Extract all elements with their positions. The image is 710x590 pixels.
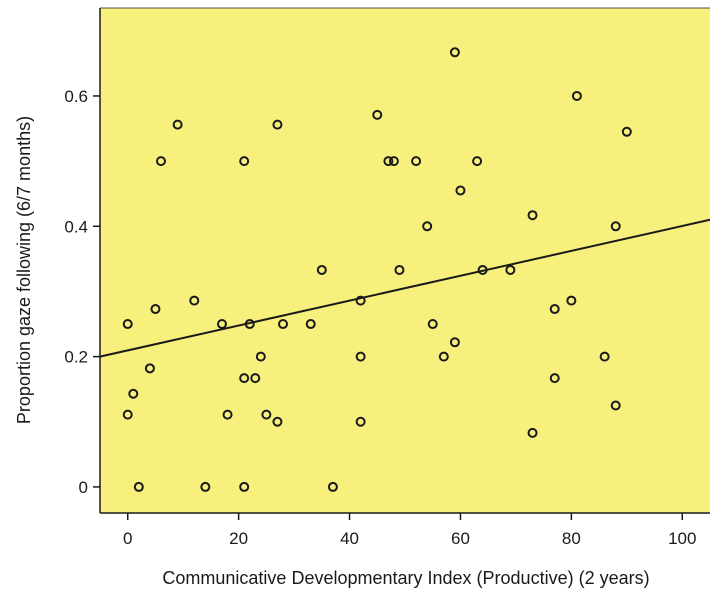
data-point [571,90,582,101]
data-point [122,319,133,330]
data-point [455,185,466,196]
y-tick-label: 0.4 [64,217,88,236]
x-tick-label: 60 [451,529,470,548]
data-point [472,156,483,167]
data-point [438,351,449,362]
data-point [527,210,538,221]
data-point [599,351,610,362]
regression-line [99,218,710,358]
x-tick-label: 100 [668,529,696,548]
data-point [327,481,338,492]
data-point [150,304,161,315]
data-point [355,416,366,427]
data-point [128,388,139,399]
y-tick-label: 0.6 [64,87,88,106]
data-point [261,409,272,420]
data-point [427,319,438,330]
data-point [549,373,560,384]
data-point [250,373,261,384]
data-point [527,427,538,438]
data-point [610,400,621,411]
data-point [156,156,166,167]
data-point [355,351,366,362]
y-tick-label: 0.2 [64,348,88,367]
data-point [172,119,183,130]
data-point [477,264,488,275]
data-point [239,156,250,167]
data-point [394,264,405,275]
data-point [239,481,250,492]
data-point [217,319,227,330]
y-ticks: 0 0.2 0.4 0.6 [64,87,100,497]
data-point [383,156,394,167]
data-point [272,416,283,427]
data-point [278,319,288,330]
data-point [449,47,460,58]
data-point [189,295,200,306]
data-point [305,319,316,330]
data-point [422,221,433,232]
data-points [122,47,632,492]
data-point [355,295,366,306]
x-axis-title: Communicative Developmentary Index (Prod… [162,568,649,588]
data-point [272,119,283,130]
data-point [610,221,621,232]
data-point [372,109,383,120]
y-tick-label: 0 [79,478,88,497]
data-point [316,264,327,275]
plot-area-background [100,8,710,513]
data-point [566,295,577,306]
x-tick-label: 40 [340,529,359,548]
data-point [449,337,460,348]
data-point [222,409,233,420]
data-point [244,319,255,330]
data-point [255,351,266,362]
x-ticks: 0 20 40 60 80 100 [123,513,696,548]
data-point [200,481,211,492]
data-point [549,304,560,315]
x-tick-label: 80 [562,529,581,548]
data-point [621,126,632,137]
data-point [144,363,155,374]
data-point [239,373,250,384]
x-tick-label: 0 [123,529,132,548]
x-tick-label: 20 [229,529,248,548]
data-point [505,264,516,275]
data-point [122,409,133,420]
data-point [411,156,422,167]
y-axis-title: Proportion gaze following (6/7 months) [14,116,34,424]
data-point [133,481,144,492]
data-point [388,156,399,167]
